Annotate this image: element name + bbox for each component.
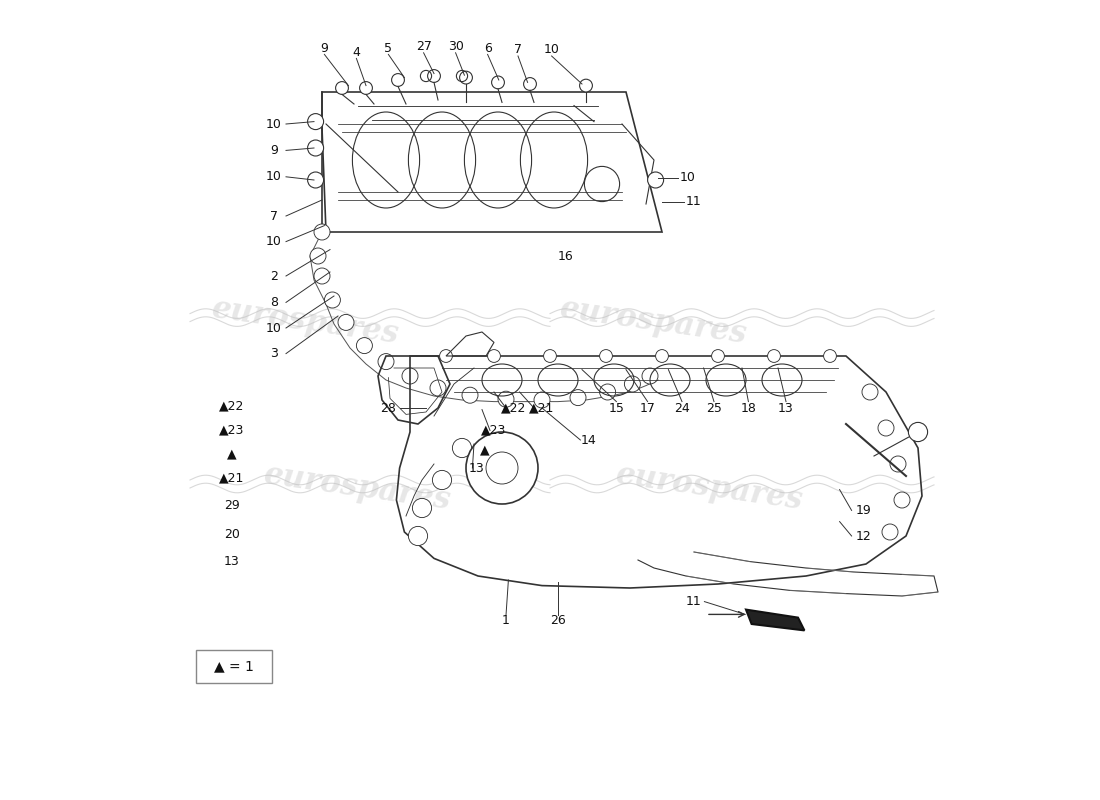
Circle shape bbox=[824, 350, 836, 362]
Circle shape bbox=[392, 74, 405, 86]
Circle shape bbox=[408, 526, 428, 546]
Text: eurospares: eurospares bbox=[614, 459, 805, 517]
Text: 20: 20 bbox=[223, 528, 240, 541]
Text: 25: 25 bbox=[706, 402, 722, 414]
Text: ▲23: ▲23 bbox=[219, 424, 244, 437]
Circle shape bbox=[314, 268, 330, 284]
Text: 9: 9 bbox=[320, 42, 328, 54]
Text: 1: 1 bbox=[502, 614, 510, 626]
Text: 3: 3 bbox=[271, 347, 278, 360]
Circle shape bbox=[360, 82, 373, 94]
Circle shape bbox=[308, 114, 323, 130]
Circle shape bbox=[498, 391, 514, 407]
Text: 11: 11 bbox=[686, 195, 702, 208]
Circle shape bbox=[534, 392, 550, 408]
Circle shape bbox=[909, 422, 927, 442]
Circle shape bbox=[314, 224, 330, 240]
Text: 16: 16 bbox=[558, 250, 574, 262]
Text: 10: 10 bbox=[680, 171, 695, 184]
Circle shape bbox=[310, 248, 326, 264]
Text: 8: 8 bbox=[270, 296, 278, 309]
Text: 15: 15 bbox=[608, 402, 625, 414]
Text: 10: 10 bbox=[543, 43, 560, 56]
Text: ▲22: ▲22 bbox=[219, 400, 244, 413]
Circle shape bbox=[466, 432, 538, 504]
Text: 10: 10 bbox=[266, 322, 282, 334]
Circle shape bbox=[570, 390, 586, 406]
Circle shape bbox=[308, 172, 323, 188]
Text: 14: 14 bbox=[581, 434, 596, 446]
Circle shape bbox=[656, 350, 669, 362]
Text: 13: 13 bbox=[223, 555, 240, 568]
Text: 10: 10 bbox=[266, 118, 282, 130]
Text: 17: 17 bbox=[640, 402, 656, 414]
Text: 10: 10 bbox=[266, 235, 282, 248]
Text: 5: 5 bbox=[384, 42, 393, 54]
Text: 26: 26 bbox=[550, 614, 565, 626]
Circle shape bbox=[324, 292, 340, 308]
Text: ▲21: ▲21 bbox=[219, 472, 244, 485]
Circle shape bbox=[890, 456, 906, 472]
Text: 29: 29 bbox=[223, 499, 240, 512]
Circle shape bbox=[356, 338, 373, 354]
Circle shape bbox=[452, 438, 472, 458]
Text: 19: 19 bbox=[856, 504, 871, 517]
Text: 18: 18 bbox=[740, 402, 757, 414]
Circle shape bbox=[894, 492, 910, 508]
Text: ▲ = 1: ▲ = 1 bbox=[214, 659, 254, 674]
Circle shape bbox=[712, 350, 725, 362]
Circle shape bbox=[524, 78, 537, 90]
Circle shape bbox=[338, 314, 354, 330]
Text: ▲: ▲ bbox=[480, 443, 490, 456]
Text: ▲21: ▲21 bbox=[529, 402, 554, 414]
Text: 11: 11 bbox=[686, 595, 702, 608]
Circle shape bbox=[882, 524, 898, 540]
Text: 24: 24 bbox=[674, 402, 690, 414]
Circle shape bbox=[432, 470, 452, 490]
Text: 10: 10 bbox=[266, 170, 282, 183]
Circle shape bbox=[625, 376, 640, 392]
Text: 2: 2 bbox=[271, 270, 278, 282]
Circle shape bbox=[492, 76, 505, 89]
FancyBboxPatch shape bbox=[197, 650, 272, 683]
Text: 7: 7 bbox=[270, 210, 278, 222]
Circle shape bbox=[412, 498, 431, 518]
Circle shape bbox=[462, 387, 478, 403]
Circle shape bbox=[648, 172, 663, 188]
Circle shape bbox=[378, 354, 394, 370]
Text: eurospares: eurospares bbox=[262, 459, 453, 517]
Text: eurospares: eurospares bbox=[559, 293, 750, 350]
Circle shape bbox=[580, 79, 593, 92]
Circle shape bbox=[430, 380, 446, 396]
Text: eurospares: eurospares bbox=[210, 293, 402, 350]
Text: 4: 4 bbox=[352, 46, 361, 58]
Text: 6: 6 bbox=[484, 42, 492, 54]
Circle shape bbox=[336, 82, 349, 94]
Circle shape bbox=[862, 384, 878, 400]
Text: ▲23: ▲23 bbox=[482, 424, 507, 437]
Circle shape bbox=[600, 384, 616, 400]
Circle shape bbox=[402, 368, 418, 384]
Circle shape bbox=[428, 70, 440, 82]
Circle shape bbox=[600, 350, 613, 362]
Circle shape bbox=[768, 350, 780, 362]
Circle shape bbox=[642, 368, 658, 384]
Text: 30: 30 bbox=[448, 40, 463, 53]
Circle shape bbox=[878, 420, 894, 436]
Circle shape bbox=[460, 71, 472, 84]
Text: 28: 28 bbox=[381, 402, 396, 414]
Text: 7: 7 bbox=[514, 43, 522, 56]
Text: 12: 12 bbox=[856, 530, 871, 542]
Text: 9: 9 bbox=[271, 144, 278, 157]
Text: 27: 27 bbox=[416, 40, 431, 53]
Circle shape bbox=[308, 140, 323, 156]
Text: 13: 13 bbox=[778, 402, 794, 414]
Text: ▲: ▲ bbox=[227, 448, 236, 461]
Circle shape bbox=[543, 350, 557, 362]
Circle shape bbox=[440, 350, 452, 362]
Text: ▲22: ▲22 bbox=[502, 402, 527, 414]
Circle shape bbox=[487, 350, 500, 362]
Text: 13: 13 bbox=[469, 462, 484, 474]
Polygon shape bbox=[746, 610, 804, 630]
